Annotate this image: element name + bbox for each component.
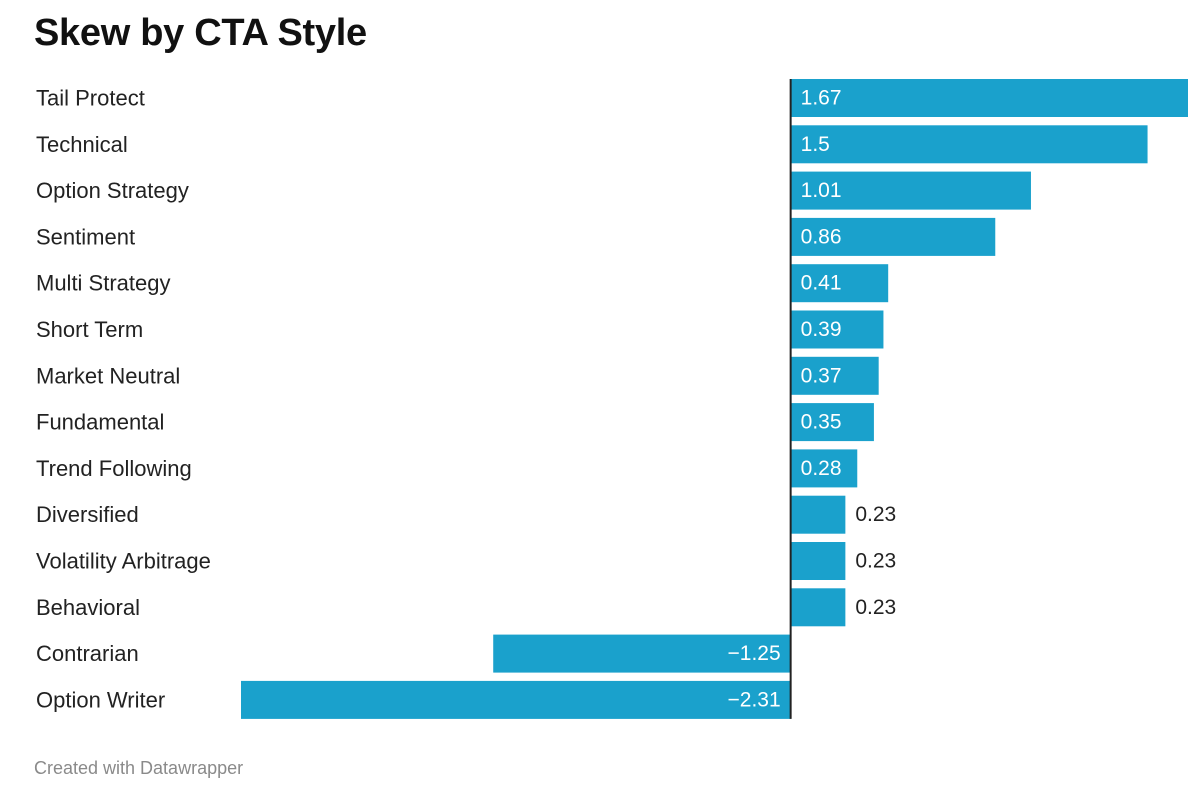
value-label: 0.23 [855,596,896,619]
category-label: Fundamental [36,410,164,435]
category-label: Sentiment [36,224,135,249]
value-label: 1.67 [801,87,842,110]
bar [790,171,1031,210]
category-label: Technical [36,132,128,157]
bar [790,495,846,534]
value-label: −2.31 [728,688,781,711]
value-label: 0.86 [801,225,842,248]
value-label: 1.01 [801,179,842,202]
category-label: Option Strategy [36,178,189,203]
bar [790,217,996,256]
value-label: −1.25 [728,642,781,665]
value-label: 0.37 [801,364,842,387]
value-label: 0.23 [855,503,896,526]
chart-title: Skew by CTA Style [34,12,367,54]
category-label: Multi Strategy [36,271,171,296]
footer-credit: Created with Datawrapper [34,758,244,778]
value-label: 1.5 [801,133,830,156]
bar [790,449,858,488]
bar [790,79,1188,117]
bar [493,634,791,673]
category-label: Trend Following [36,456,192,481]
category-label: Short Term [36,317,143,342]
bar [241,680,791,719]
category-label: Behavioral [36,595,140,620]
bar [790,542,846,580]
category-label: Option Writer [36,687,165,712]
bar [790,588,846,627]
bar [790,125,1148,164]
bar-chart: Tail Protect 1.67 Technical 1.5 Option Strat… [36,79,1188,719]
category-label: Contrarian [36,641,139,666]
value-label: 0.35 [801,411,842,434]
category-label: Volatility Arbitrage [36,549,211,574]
bar [790,264,889,303]
category-label: Tail Protect [36,86,145,111]
bar [790,403,874,442]
value-label: 0.28 [801,457,842,480]
bar [790,356,879,395]
bar [790,310,884,349]
value-label: 0.39 [801,318,842,341]
category-label: Market Neutral [36,363,180,388]
value-label: 0.41 [801,272,842,295]
value-label: 0.23 [855,550,896,573]
category-label: Diversified [36,502,139,527]
